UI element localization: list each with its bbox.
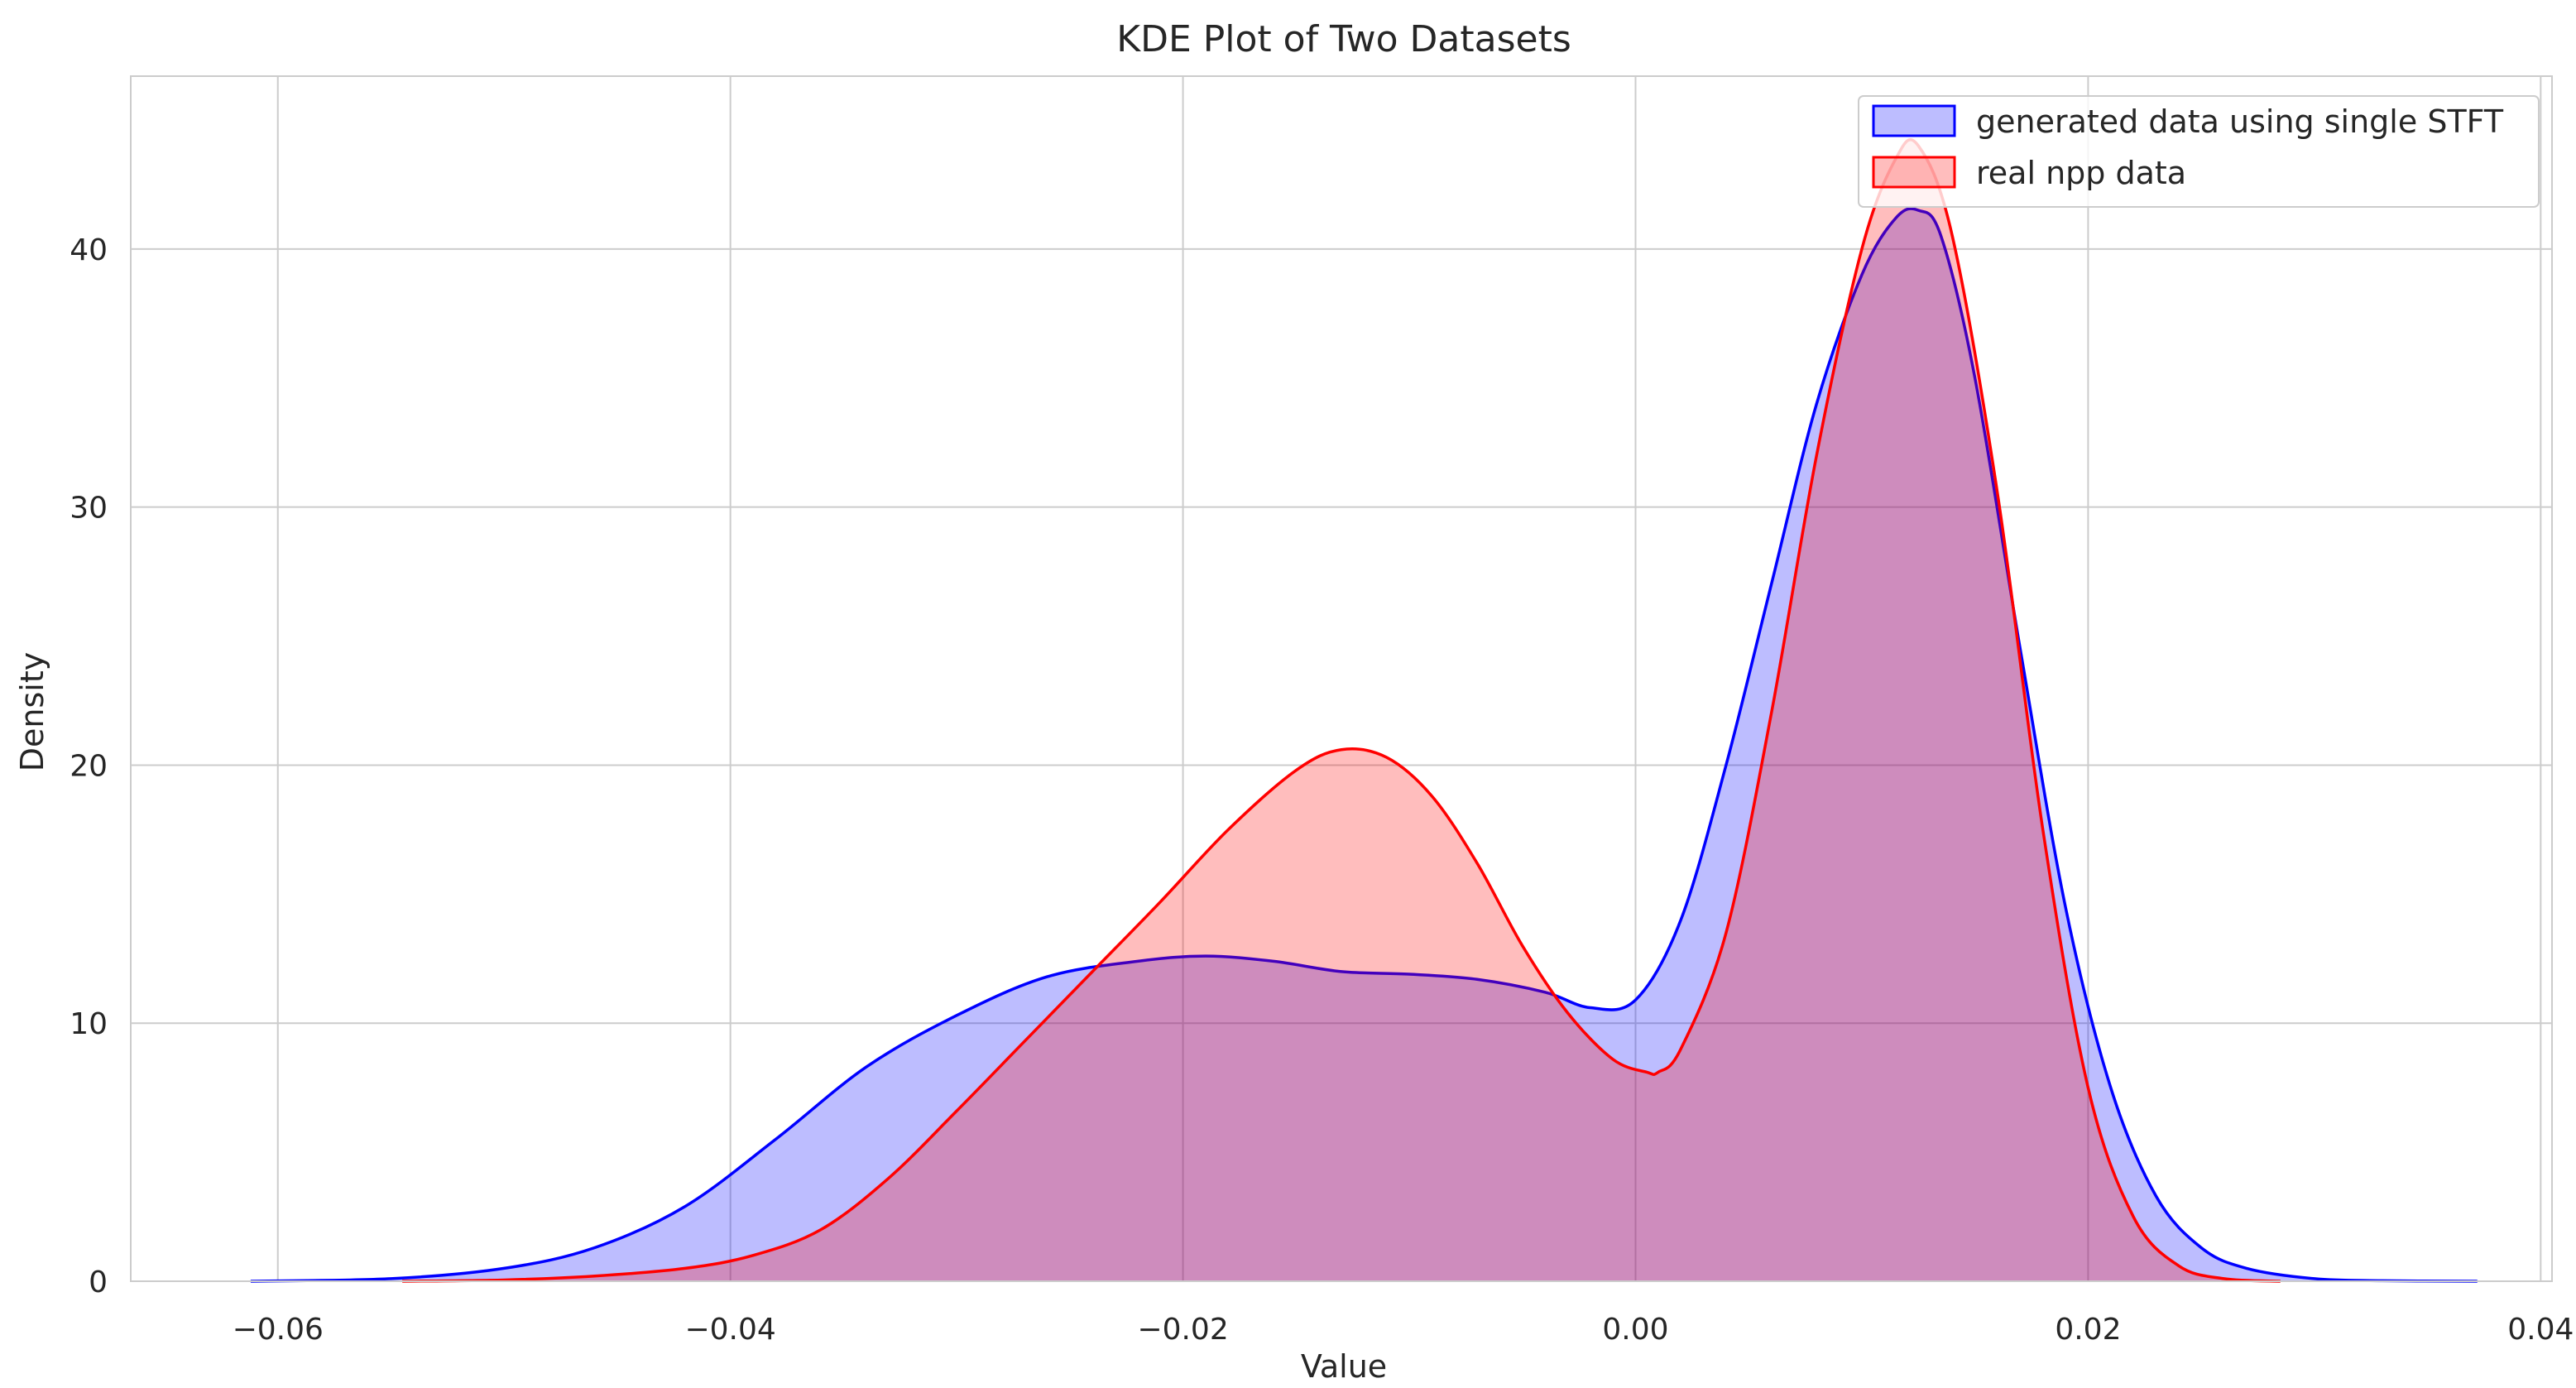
y-axis-ticks: 0 10 20 30 40 <box>70 233 108 1299</box>
series-fill-generated <box>250 209 2478 1282</box>
plot-background <box>131 76 2552 1281</box>
legend-label-generated: generated data using single STFT <box>1976 103 2504 140</box>
y-tick-label: 30 <box>70 492 108 526</box>
x-axis-label: Value <box>1301 1348 1387 1385</box>
x-tick-label: −0.02 <box>1137 1313 1228 1347</box>
legend-swatch-real <box>1872 156 1956 189</box>
series-line-real <box>402 138 2281 1283</box>
x-axis-ticks: −0.06 −0.04 −0.02 0.00 0.02 0.04 <box>233 1313 2574 1347</box>
legend-label-real: real npp data <box>1976 155 2186 191</box>
plot-area <box>130 75 2553 1283</box>
legend: generated data using single STFT real np… <box>1858 95 2540 208</box>
legend-swatch-generated <box>1872 104 1956 137</box>
y-tick-label: 0 <box>89 1266 108 1299</box>
y-tick-label: 20 <box>70 749 108 783</box>
y-tick-label: 10 <box>70 1007 108 1041</box>
series-layer <box>250 138 2478 1283</box>
x-tick-label: −0.06 <box>233 1313 324 1347</box>
y-tick-label: 40 <box>70 233 108 267</box>
x-tick-label: −0.04 <box>684 1313 775 1347</box>
y-axis-label: Density <box>14 652 50 771</box>
legend-box <box>1858 95 2540 208</box>
series-fill-real <box>402 139 2281 1281</box>
series-line-generated <box>250 207 2478 1283</box>
x-tick-label: 0.02 <box>2055 1313 2121 1347</box>
plot-frame <box>130 75 2553 1282</box>
x-tick-label: 0.00 <box>1602 1313 1668 1347</box>
x-tick-label: 0.04 <box>2507 1313 2574 1347</box>
chart-title: KDE Plot of Two Datasets <box>1116 18 1571 60</box>
